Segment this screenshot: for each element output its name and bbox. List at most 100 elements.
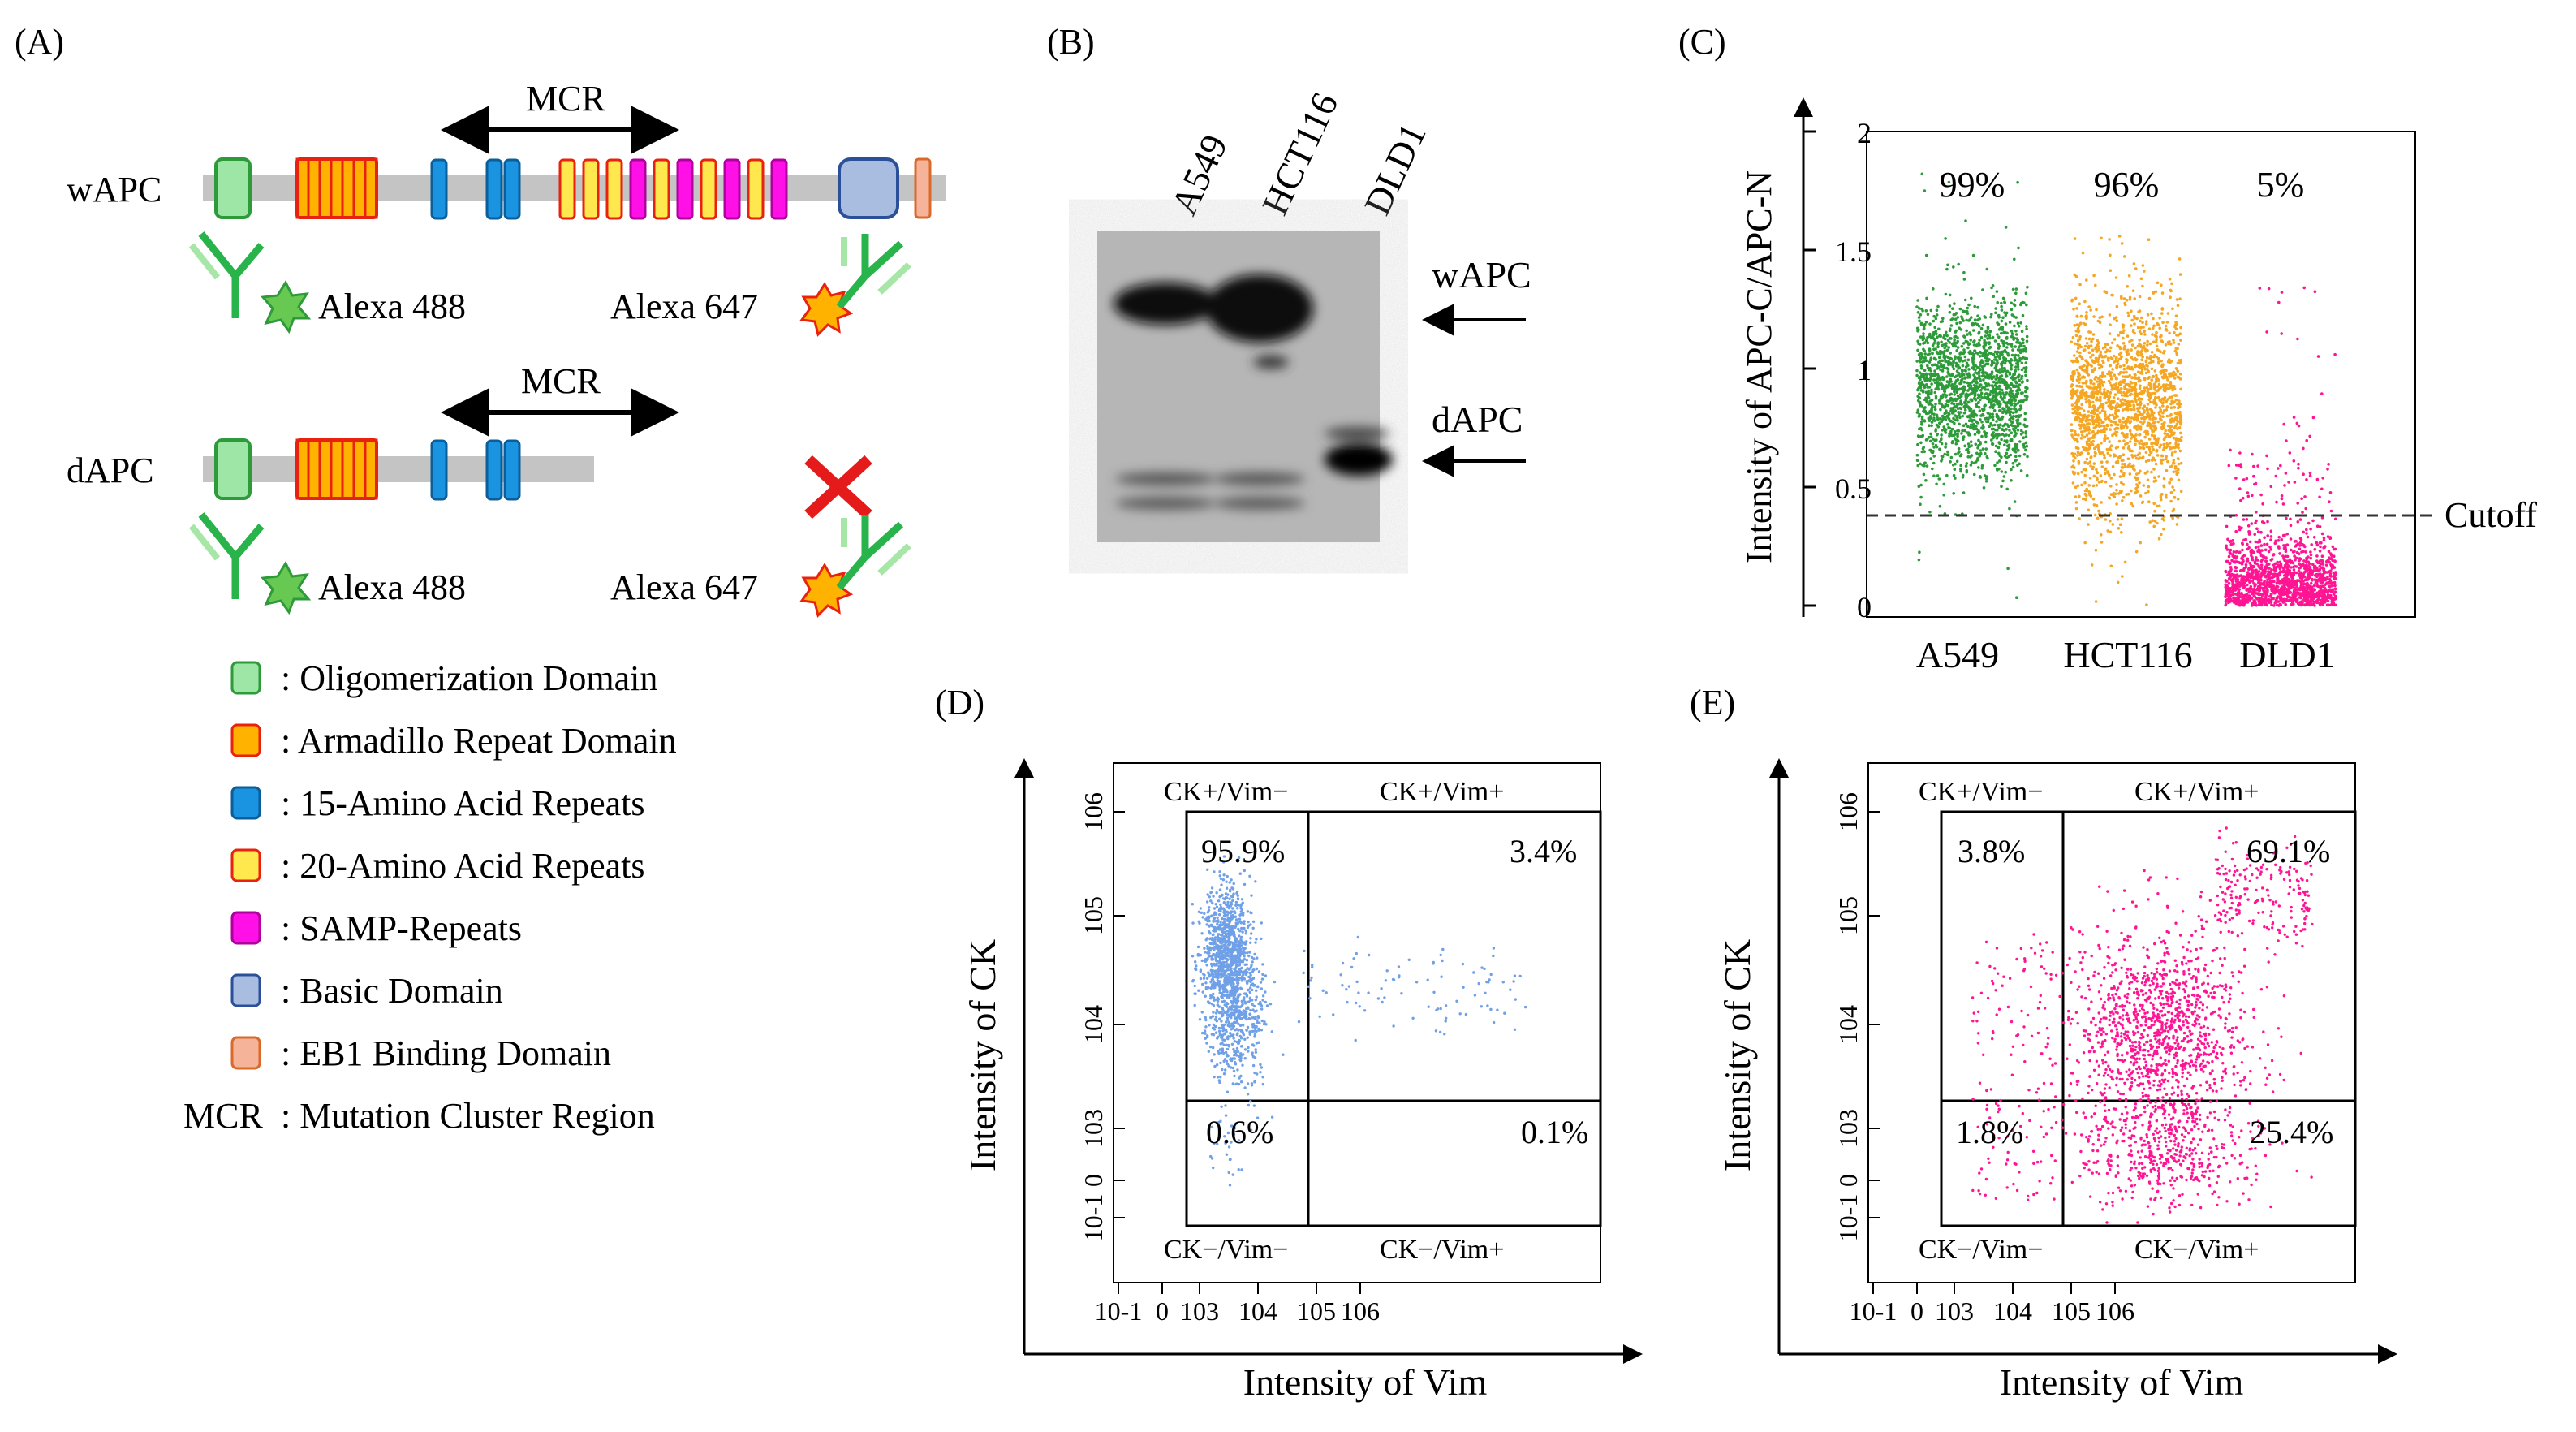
c-point-dld1 xyxy=(2241,593,2245,597)
c-point-dld1 xyxy=(2258,540,2262,544)
c-point-a549 xyxy=(1984,382,1988,386)
c-point-hct116 xyxy=(2153,520,2157,523)
c-point-hct116 xyxy=(2109,420,2113,423)
c-point-hct116 xyxy=(2073,360,2076,363)
c-point-a549 xyxy=(1919,441,1923,445)
c-point-hct116 xyxy=(2152,355,2156,359)
c-point-dld1 xyxy=(2329,509,2333,513)
c-point-hct116 xyxy=(2134,364,2137,369)
c-point-a549 xyxy=(1943,406,1946,409)
c-point-hct116 xyxy=(2114,412,2117,416)
c-point-a549 xyxy=(2018,454,2022,458)
c-point-dld1 xyxy=(2245,477,2249,481)
c-point-a549 xyxy=(1965,373,1969,376)
c-point-hct116 xyxy=(2089,437,2092,440)
c-point-a549 xyxy=(1933,339,1937,343)
c-point-hct116 xyxy=(2091,360,2095,364)
c-point-dld1 xyxy=(2254,521,2257,525)
c-point-dld1 xyxy=(2264,548,2268,552)
c-point-hct116 xyxy=(2070,359,2074,363)
c-point-dld1 xyxy=(2299,584,2302,589)
c-point-a549 xyxy=(2020,377,2023,381)
c-point-hct116 xyxy=(2084,468,2087,472)
c-point-a549 xyxy=(1969,425,1972,429)
c-point-a549 xyxy=(1945,342,1948,345)
c-point-hct116 xyxy=(2106,343,2110,347)
wapc-aa20-repeat-5 xyxy=(653,158,670,220)
c-point-dld1 xyxy=(2310,543,2313,546)
c-point-dld1 xyxy=(2301,601,2304,604)
c-point-a549 xyxy=(2003,301,2006,304)
c-point-dld1 xyxy=(2308,434,2311,438)
c-point-a549 xyxy=(1950,427,1954,431)
c-point-dld1 xyxy=(2323,571,2326,575)
c-point-a549 xyxy=(1958,366,1962,370)
c-point-a549 xyxy=(1956,336,1959,339)
c-point-a549 xyxy=(1970,460,1974,464)
c-point-a549 xyxy=(1948,341,1951,344)
c-point-a549 xyxy=(2010,353,2014,357)
c-point-hct116 xyxy=(2165,457,2168,461)
c-point-a549 xyxy=(1918,343,1922,346)
c-point-a549 xyxy=(1956,418,1959,422)
c-point-hct116 xyxy=(2087,490,2091,493)
c-point-hct116 xyxy=(2107,417,2111,421)
c-point-a549 xyxy=(2014,425,2018,429)
c-point-a549 xyxy=(1944,442,1948,446)
c-point-dld1 xyxy=(2241,583,2244,586)
c-point-hct116 xyxy=(2127,274,2131,278)
c-point-hct116 xyxy=(2115,365,2119,369)
c-point-hct116 xyxy=(2121,499,2124,502)
c-point-a549 xyxy=(2014,353,2018,357)
c-point-a549 xyxy=(1950,402,1954,405)
c-point-a549 xyxy=(2017,324,2021,328)
c-point-dld1 xyxy=(2273,541,2277,545)
c-point-a549 xyxy=(1932,319,1936,323)
c-point-a549 xyxy=(1984,480,1988,483)
c-point-hct116 xyxy=(2117,439,2122,443)
c-point-hct116 xyxy=(2097,347,2100,352)
c-point-hct116 xyxy=(2079,424,2083,428)
c-point-dld1 xyxy=(2264,556,2268,559)
c-point-a549 xyxy=(1977,430,1981,433)
c-point-dld1 xyxy=(2261,502,2264,506)
c-point-a549 xyxy=(2008,402,2012,405)
c-point-a549 xyxy=(1978,409,1982,413)
c-point-hct116 xyxy=(2073,354,2076,357)
c-point-a549 xyxy=(1932,378,1936,382)
c-point-hct116 xyxy=(2143,411,2146,414)
c-point-dld1 xyxy=(2251,558,2255,562)
c-point-a549 xyxy=(2014,291,2018,295)
c-point-hct116 xyxy=(2163,389,2167,393)
c-point-hct116 xyxy=(2138,397,2141,400)
c-point-a549 xyxy=(1949,324,1954,327)
c-point-a549 xyxy=(2013,336,2016,340)
c-point-a549 xyxy=(1954,330,1958,334)
c-point-hct116 xyxy=(2172,461,2176,465)
c-point-dld1 xyxy=(2328,491,2333,494)
c-point-hct116 xyxy=(2116,344,2119,347)
c-point-dld1 xyxy=(2272,597,2275,601)
c-point-a549 xyxy=(1997,369,2001,373)
c-point-a549 xyxy=(1992,409,1997,412)
c-point-a549 xyxy=(1981,408,1984,411)
c-point-a549 xyxy=(1949,455,1954,459)
c-point-hct116 xyxy=(2134,476,2137,479)
c-point-hct116 xyxy=(2115,430,2119,434)
c-point-hct116 xyxy=(2122,347,2126,351)
c-point-a549 xyxy=(1928,419,1932,422)
c-point-a549 xyxy=(2011,424,2014,428)
c-point-a549 xyxy=(1939,352,1942,356)
c-point-a549 xyxy=(1946,453,1950,457)
c-point-a549 xyxy=(1997,342,2000,346)
c-point-dld1 xyxy=(2238,451,2242,455)
c-point-hct116 xyxy=(2122,439,2126,442)
c-point-hct116 xyxy=(2157,382,2161,386)
c-point-a549 xyxy=(1984,356,1988,360)
c-point-hct116 xyxy=(2171,307,2174,311)
c-point-hct116 xyxy=(2162,477,2166,481)
c-point-a549 xyxy=(1962,435,1966,438)
c-point-a549 xyxy=(1926,336,1929,339)
c-point-hct116 xyxy=(2075,404,2078,408)
c-point-a549 xyxy=(1986,412,1990,415)
